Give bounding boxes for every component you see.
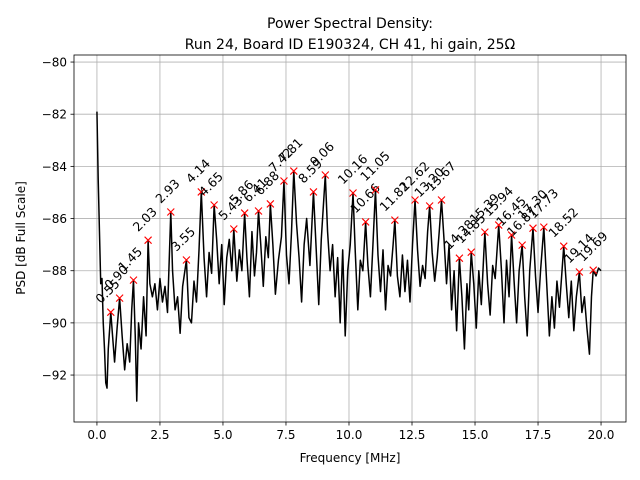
peak-marker <box>507 231 516 239</box>
peak-marker <box>425 202 434 210</box>
chart-subtitle: Run 24, Board ID E190324, CH 41, hi gain… <box>185 37 516 53</box>
peak-marker <box>589 266 598 275</box>
peak-label: 2.93 <box>152 176 182 206</box>
x-tick-label: 20.0 <box>588 428 615 442</box>
peak-marker <box>559 242 568 251</box>
x-tick-label: 15.0 <box>462 428 489 442</box>
peak-marker <box>349 189 357 197</box>
x-tick-label: 17.5 <box>525 428 552 442</box>
peak-marker <box>197 188 206 196</box>
peak-marker <box>321 171 330 179</box>
peak-marker <box>129 276 138 284</box>
peak-marker <box>182 256 191 264</box>
peak-marker <box>518 241 527 250</box>
peak-marker <box>539 223 548 232</box>
peak-marker <box>467 248 476 257</box>
peak-marker <box>529 224 537 233</box>
peak-marker <box>254 207 263 215</box>
peak-marker <box>361 218 370 226</box>
peak-marker <box>411 196 419 204</box>
peak-marker <box>575 268 584 276</box>
peak-marker <box>166 208 175 216</box>
y-tick-label: −84 <box>42 160 67 174</box>
peak-marker <box>229 225 238 233</box>
peak-marker <box>280 177 288 185</box>
peak-marker <box>371 185 380 194</box>
peak-marker <box>455 254 464 263</box>
peak-marker <box>106 308 115 317</box>
peak-marker <box>289 167 298 175</box>
peak-marker <box>144 236 152 245</box>
x-tick-label: 5.0 <box>213 428 232 442</box>
y-tick-label: −92 <box>42 369 67 383</box>
peak-marker <box>480 228 489 236</box>
x-tick-label: 2.5 <box>150 428 169 442</box>
x-axis-label: Frequency [MHz] <box>300 451 401 465</box>
y-axis-label: PSD [dB Full Scale] <box>14 181 28 295</box>
y-tick-label: −82 <box>42 108 67 122</box>
peak-marker <box>437 196 446 204</box>
peak-marker <box>309 188 318 196</box>
y-tick-label: −86 <box>42 212 67 226</box>
peak-marker <box>494 221 503 229</box>
y-tick-label: −80 <box>42 56 67 70</box>
peak-marker <box>240 209 249 217</box>
x-tick-label: 0.0 <box>87 428 106 442</box>
y-tick-label: −88 <box>42 264 67 278</box>
peak-marker <box>210 201 219 209</box>
x-tick-label: 10.0 <box>336 428 363 442</box>
x-tick-label: 7.5 <box>276 428 295 442</box>
peak-marker <box>390 216 399 224</box>
plot-frame <box>73 54 627 423</box>
y-tick-label: −90 <box>42 316 67 330</box>
peak-label: 2.03 <box>130 204 160 234</box>
x-tick-label: 12.5 <box>399 428 426 442</box>
peak-marker <box>266 200 275 208</box>
peak-label: 18.52 <box>545 204 581 240</box>
chart-title: Power Spectral Density: <box>267 16 433 32</box>
peak-marker <box>115 294 124 302</box>
